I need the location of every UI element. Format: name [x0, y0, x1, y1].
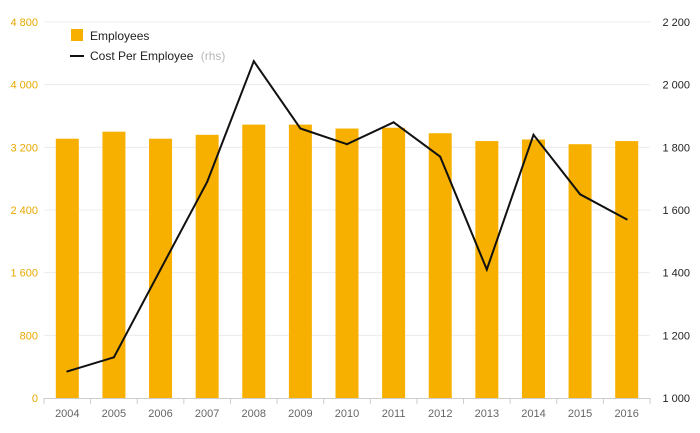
legend-cost-rhs-note: (rhs) [201, 49, 226, 63]
x-tick-label: 2007 [195, 408, 219, 420]
employees-bar [521, 139, 545, 398]
x-tick-label: 2012 [428, 408, 452, 420]
employees-bar [382, 127, 406, 398]
cost-per-employee-point [159, 268, 162, 271]
right-tick-label: 2 000 [662, 80, 690, 92]
x-tick-label: 2008 [242, 408, 266, 420]
left-tick-label: 0 [32, 393, 38, 405]
employees-bar [102, 131, 126, 398]
cost-per-employee-point [439, 155, 442, 158]
right-tick-label: 2 200 [662, 17, 690, 29]
right-tick-label: 1 000 [662, 393, 690, 405]
legend: Employees Cost Per Employee (rhs) [70, 29, 225, 63]
cost-per-employee-point [206, 180, 209, 183]
svg-text:Cost Per Employee (rhs): Cost Per Employee (rhs) [90, 49, 225, 63]
x-tick-label: 2005 [102, 408, 126, 420]
cost-per-employee-point [252, 60, 255, 63]
x-tick-label: 2006 [148, 408, 172, 420]
right-axis-ticks: 1 000 1 200 1 400 1 600 1 800 2 000 2 200 [662, 17, 690, 405]
cost-per-employee-point [625, 218, 628, 221]
x-tick-label: 2004 [55, 408, 79, 420]
left-tick-label: 1 600 [10, 268, 38, 280]
employees-bar [55, 138, 79, 398]
cost-per-employee-point [112, 356, 115, 359]
employees-bar [615, 141, 639, 399]
cost-per-employee-point [392, 121, 395, 124]
legend-cost-label: Cost Per Employee [90, 49, 194, 63]
cost-per-employee-point [532, 133, 535, 136]
legend-employees-label: Employees [90, 29, 149, 43]
left-axis-ticks: 0 800 1 600 2 400 3 200 4 000 4 800 [10, 17, 38, 405]
x-tick-label: 2010 [335, 408, 359, 420]
x-tick-label: 2013 [475, 408, 499, 420]
left-tick-label: 800 [20, 330, 38, 342]
x-tick-label: 2009 [288, 408, 312, 420]
right-tick-label: 1 600 [662, 205, 690, 217]
cost-per-employee-point [485, 268, 488, 271]
right-tick-label: 1 400 [662, 268, 690, 280]
employees-bar [195, 134, 219, 399]
legend-employees-swatch [71, 29, 83, 41]
left-tick-label: 4 800 [10, 17, 38, 29]
x-tick-label: 2015 [568, 408, 592, 420]
cost-per-employee-point [299, 127, 302, 130]
cost-per-employee-line-group [66, 59, 628, 373]
right-tick-label: 1 800 [662, 142, 690, 154]
right-tick-label: 1 200 [662, 330, 690, 342]
employees-bar [428, 133, 452, 398]
employees-bar [568, 144, 592, 398]
employees-bars [55, 124, 639, 399]
left-tick-label: 4 000 [10, 80, 38, 92]
x-tick-label: 2016 [614, 408, 638, 420]
cost-per-employee-point [579, 193, 582, 196]
employees-bar [288, 124, 312, 398]
employees-bar [335, 128, 359, 399]
x-tick-label: 2014 [521, 408, 545, 420]
left-tick-label: 3 200 [10, 142, 38, 154]
employees-bar [242, 124, 266, 398]
x-axis: 2004 2005 2006 2007 2008 2009 2010 2011 2012 2013… [43, 398, 651, 420]
cost-per-employee-point [66, 370, 69, 373]
x-tick-label: 2011 [382, 408, 406, 420]
left-tick-label: 2 400 [10, 205, 38, 217]
cost-per-employee-point [346, 143, 348, 146]
